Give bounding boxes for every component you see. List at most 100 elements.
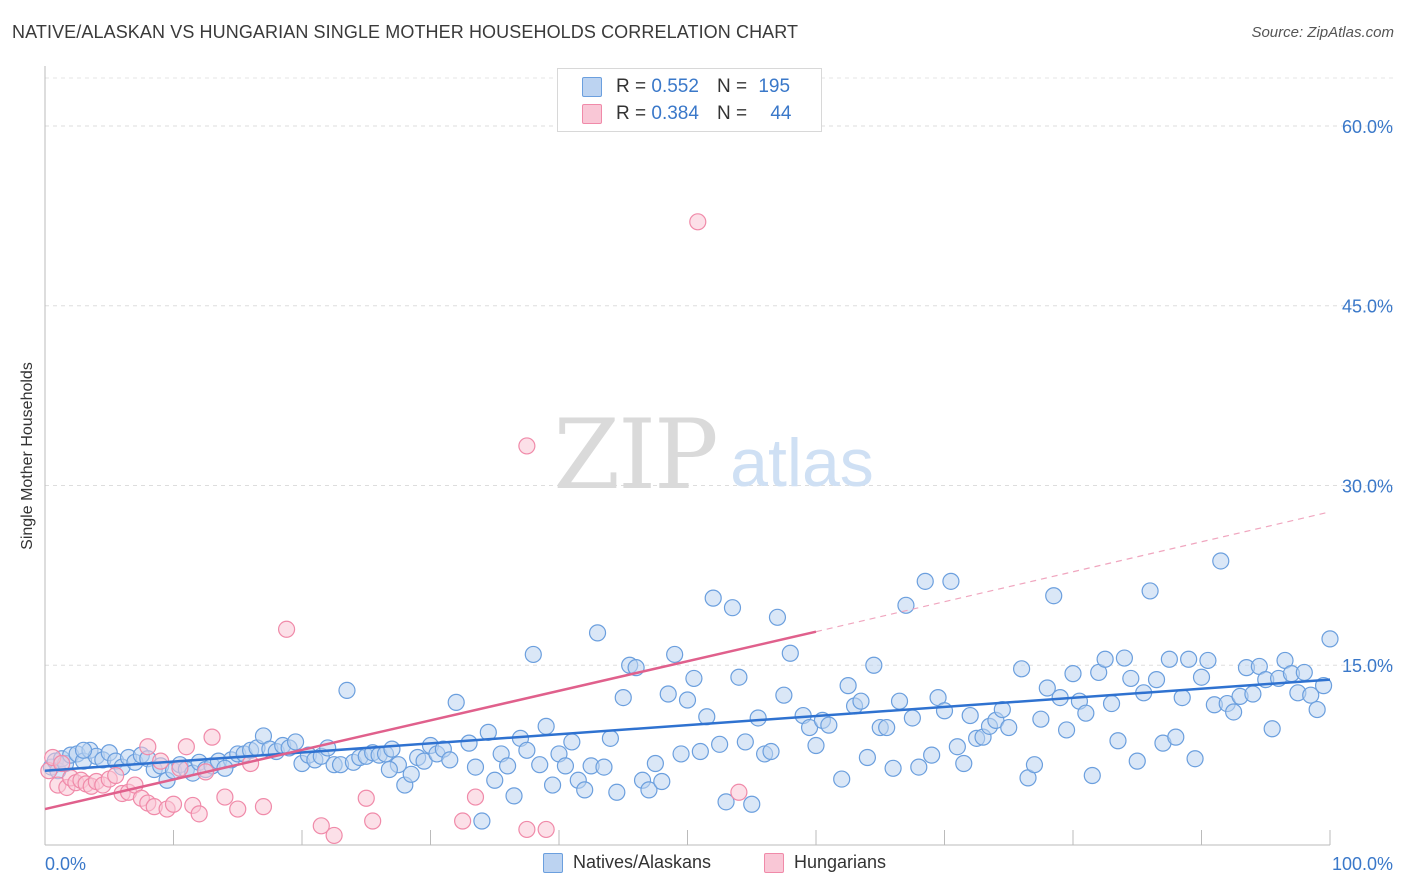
point-natives (743, 795, 761, 813)
point-natives (576, 781, 594, 799)
bottom-legend-hungarians: Hungarians (764, 852, 886, 873)
point-natives (486, 771, 504, 789)
point-natives (1057, 721, 1076, 739)
point-natives (466, 758, 485, 776)
point-hungarians (139, 738, 157, 756)
point-natives (820, 716, 838, 734)
point-natives (1173, 688, 1191, 707)
point-natives (1109, 732, 1127, 750)
point-natives (717, 793, 735, 811)
point-natives (531, 756, 549, 774)
y-tick-label: 15.0% (1342, 656, 1393, 676)
point-natives (1167, 728, 1185, 746)
point-natives (955, 754, 973, 773)
point-natives (749, 709, 767, 727)
point-hungarians (537, 820, 555, 839)
point-natives (1186, 750, 1204, 768)
point-natives (543, 776, 562, 794)
point-natives (730, 668, 748, 686)
point-natives (903, 709, 921, 727)
point-natives (1192, 668, 1211, 686)
point-natives (588, 624, 607, 642)
point-natives (935, 702, 954, 720)
point-natives (473, 812, 491, 830)
legend-r-label: R = (616, 103, 647, 124)
point-hungarians (689, 213, 707, 231)
point-natives (1295, 663, 1313, 682)
point-hungarians (325, 826, 343, 845)
point-natives (646, 754, 664, 773)
point-natives (1064, 665, 1082, 683)
point-hungarians (518, 437, 536, 455)
bottom-legend-swatch-natives (543, 852, 563, 873)
point-hungarians (216, 788, 234, 806)
trend-line-natives (44, 678, 1331, 772)
point-natives (916, 572, 934, 590)
point-natives (897, 596, 915, 614)
point-natives (1180, 650, 1198, 668)
y-tick-label: 45.0% (1342, 297, 1393, 317)
point-natives (1083, 766, 1101, 785)
point-hungarians (312, 817, 330, 835)
x-tick-label-max: 100.0% (1332, 854, 1393, 874)
point-natives (1115, 649, 1134, 667)
legend-swatch-hungarians (582, 104, 602, 124)
point-natives (852, 692, 870, 710)
source-label: Source: ZipAtlas.com (1251, 24, 1394, 41)
point-hungarians (730, 783, 748, 801)
point-natives (678, 691, 697, 709)
point-natives (1321, 630, 1339, 648)
point-natives (640, 781, 658, 799)
trend-line-hungarians-extrapolated (815, 511, 1331, 633)
correlation-legend: R = 0.552 N = 195 R = 0.384 N = 44 (557, 68, 822, 132)
point-natives (402, 765, 420, 783)
point-hungarians (357, 789, 375, 807)
point-natives (961, 706, 979, 725)
point-natives (781, 644, 799, 662)
x-tick-label-min: 0.0% (45, 854, 86, 874)
point-natives (704, 589, 722, 607)
point-hungarians (190, 805, 208, 823)
point-natives (833, 770, 851, 788)
trend-line-hungarians (44, 630, 817, 811)
point-natives (1038, 679, 1056, 697)
point-natives (556, 757, 575, 775)
point-natives (1096, 650, 1114, 668)
legend-r-label: R = (616, 76, 647, 97)
point-natives (1141, 582, 1159, 600)
point-natives (286, 733, 305, 751)
point-natives (1314, 677, 1333, 695)
point-natives (537, 717, 555, 735)
point-natives (807, 736, 825, 755)
point-natives (948, 738, 966, 756)
point-natives (1122, 669, 1140, 688)
point-natives (415, 752, 433, 770)
point-natives (1012, 660, 1031, 678)
point-natives (942, 572, 960, 590)
legend-n-label: N = (716, 103, 748, 124)
point-natives (775, 686, 793, 704)
point-hungarians (164, 795, 183, 813)
legend-r-value: 0.552 (651, 76, 699, 97)
point-natives (1045, 587, 1063, 605)
point-natives (499, 757, 517, 775)
bottom-legend-label-natives: Natives/Alaskans (573, 852, 712, 872)
watermark-atlas: atlas (730, 425, 874, 501)
point-natives (839, 677, 857, 695)
point-hungarians (466, 788, 485, 806)
point-natives (614, 688, 632, 707)
legend-r-value: 0.384 (651, 103, 699, 124)
point-hungarians (177, 738, 195, 756)
point-natives (1302, 686, 1320, 704)
watermark-zip: ZIP (553, 399, 716, 511)
point-natives (383, 740, 401, 758)
point-natives (666, 645, 684, 664)
point-natives (736, 733, 754, 751)
point-natives (858, 748, 877, 767)
point-hungarians (107, 766, 125, 785)
series-hungarians-points (40, 213, 748, 845)
y-tick-label: 60.0% (1342, 117, 1393, 137)
point-natives (993, 700, 1011, 719)
point-natives (1032, 710, 1050, 728)
point-natives (595, 758, 613, 776)
